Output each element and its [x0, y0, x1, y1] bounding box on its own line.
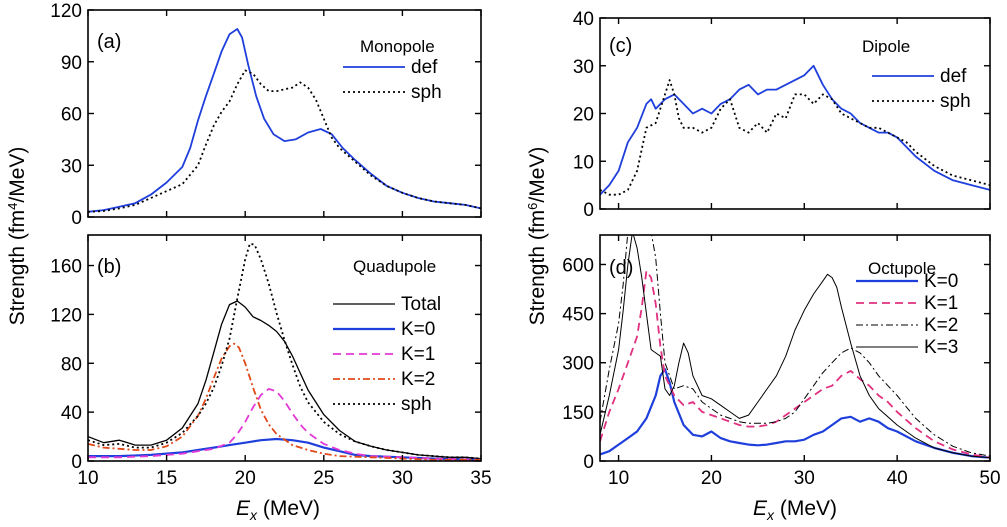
y-tick-label-d: 450	[562, 305, 594, 326]
legend-label-d: K=3	[924, 337, 958, 358]
x-tick-label-b: 25	[313, 468, 334, 489]
x-tick-label-b: 30	[392, 468, 413, 489]
panel-c: 0 10 20 30 40 (c) Dipole def sph	[573, 9, 991, 221]
x-tick-label-d: 50	[979, 468, 1000, 489]
y-tick-label-c: 20	[573, 105, 594, 126]
legend-label-d: K=1	[924, 293, 958, 314]
left-x-axis-label: Ex (MeV)	[236, 497, 320, 523]
panel-label-b: (b)	[97, 256, 121, 278]
right-x-axis-label: Ex (MeV)	[753, 497, 837, 523]
legend-label-b: K=2	[401, 369, 435, 390]
series-line-c-sph	[600, 79, 990, 196]
legend-label-b: Total	[401, 294, 441, 315]
y-tick-label-c: 30	[573, 57, 594, 78]
y-tick-label-a: 90	[61, 53, 82, 74]
series-group-a	[88, 28, 481, 213]
y-tick-label-d: 150	[562, 403, 594, 424]
series-line-d-k2	[600, 235, 990, 457]
x-tick-label-d: 30	[794, 468, 815, 489]
x-tick-label-d: 40	[887, 468, 908, 489]
legend-label-c: def	[940, 66, 967, 87]
y-tick-label-b: 0	[71, 452, 82, 473]
y-tick-label-a: 120	[50, 1, 82, 22]
legend-label-a: sph	[411, 82, 442, 103]
legend-label-b: sph	[401, 394, 432, 415]
plot-frame-b	[87, 234, 482, 462]
legend-label-b: K=1	[401, 344, 435, 365]
x-tick-label-d: 20	[701, 468, 722, 489]
series-group-c	[600, 64, 990, 196]
legend-label-d: K=2	[924, 315, 958, 336]
x-tick-label-b: 10	[77, 468, 98, 489]
legend-label-d: K=0	[924, 271, 958, 292]
y-tick-label-d: 300	[562, 354, 594, 375]
series-group-b	[88, 242, 481, 461]
series-line-a-def	[88, 28, 481, 213]
panel-title-c: Dipole	[862, 37, 910, 56]
y-tick-label-b: 40	[61, 403, 82, 424]
y-tick-label-a: 60	[61, 105, 82, 126]
series-line-d-k3	[600, 235, 990, 459]
y-tick-label-b: 80	[61, 354, 82, 375]
panel-b: 0 40 80 120 160 10 15 20 25 30 35 (b) Quadupole Total…	[50, 234, 492, 489]
panel-label-a: (a)	[97, 31, 121, 53]
legend-label-b: K=0	[401, 319, 435, 340]
panel-title-a: Monopole	[360, 37, 435, 56]
panel-label-d: (d)	[609, 257, 633, 279]
y-tick-label-d: 0	[583, 452, 594, 473]
plot-frame-d	[599, 234, 991, 462]
left-y-axis-label: Strength (fm4/MeV)	[5, 147, 30, 326]
y-tick-label-a: 0	[71, 208, 82, 229]
series-line-b-k1	[88, 388, 481, 461]
legend-label-a: def	[411, 57, 438, 78]
series-group-d	[600, 235, 990, 459]
series-line-d-k0	[600, 368, 990, 459]
y-tick-label-d: 600	[562, 255, 594, 276]
y-tick-label-b: 120	[50, 305, 82, 326]
series-line-d-k1	[600, 270, 990, 459]
x-tick-label-b: 15	[156, 468, 177, 489]
y-tick-label-c: 0	[583, 200, 594, 221]
x-tick-label-b: 20	[235, 468, 256, 489]
panel-title-d: Octupole	[868, 259, 936, 278]
panel-d: 0 150 300 450 600 10 20 30 40 50 (d) OctupoleK=0K=1…	[562, 234, 1001, 489]
legend-label-c: sph	[940, 91, 971, 112]
panel-label-c: (c)	[609, 35, 632, 57]
x-tick-label-b: 35	[470, 468, 491, 489]
y-tick-label-a: 30	[61, 156, 82, 177]
x-tick-label-d: 10	[608, 468, 629, 489]
panel-title-b: Quadupole	[353, 257, 436, 276]
series-line-b-k2	[88, 342, 481, 461]
y-tick-label-b: 160	[50, 257, 82, 278]
right-y-axis-label: Strength (fm6/MeV)	[525, 147, 550, 326]
y-tick-label-c: 40	[573, 9, 594, 30]
series-line-a-sph	[88, 69, 481, 213]
y-tick-label-c: 10	[573, 152, 594, 173]
series-line-c-def	[600, 64, 990, 196]
